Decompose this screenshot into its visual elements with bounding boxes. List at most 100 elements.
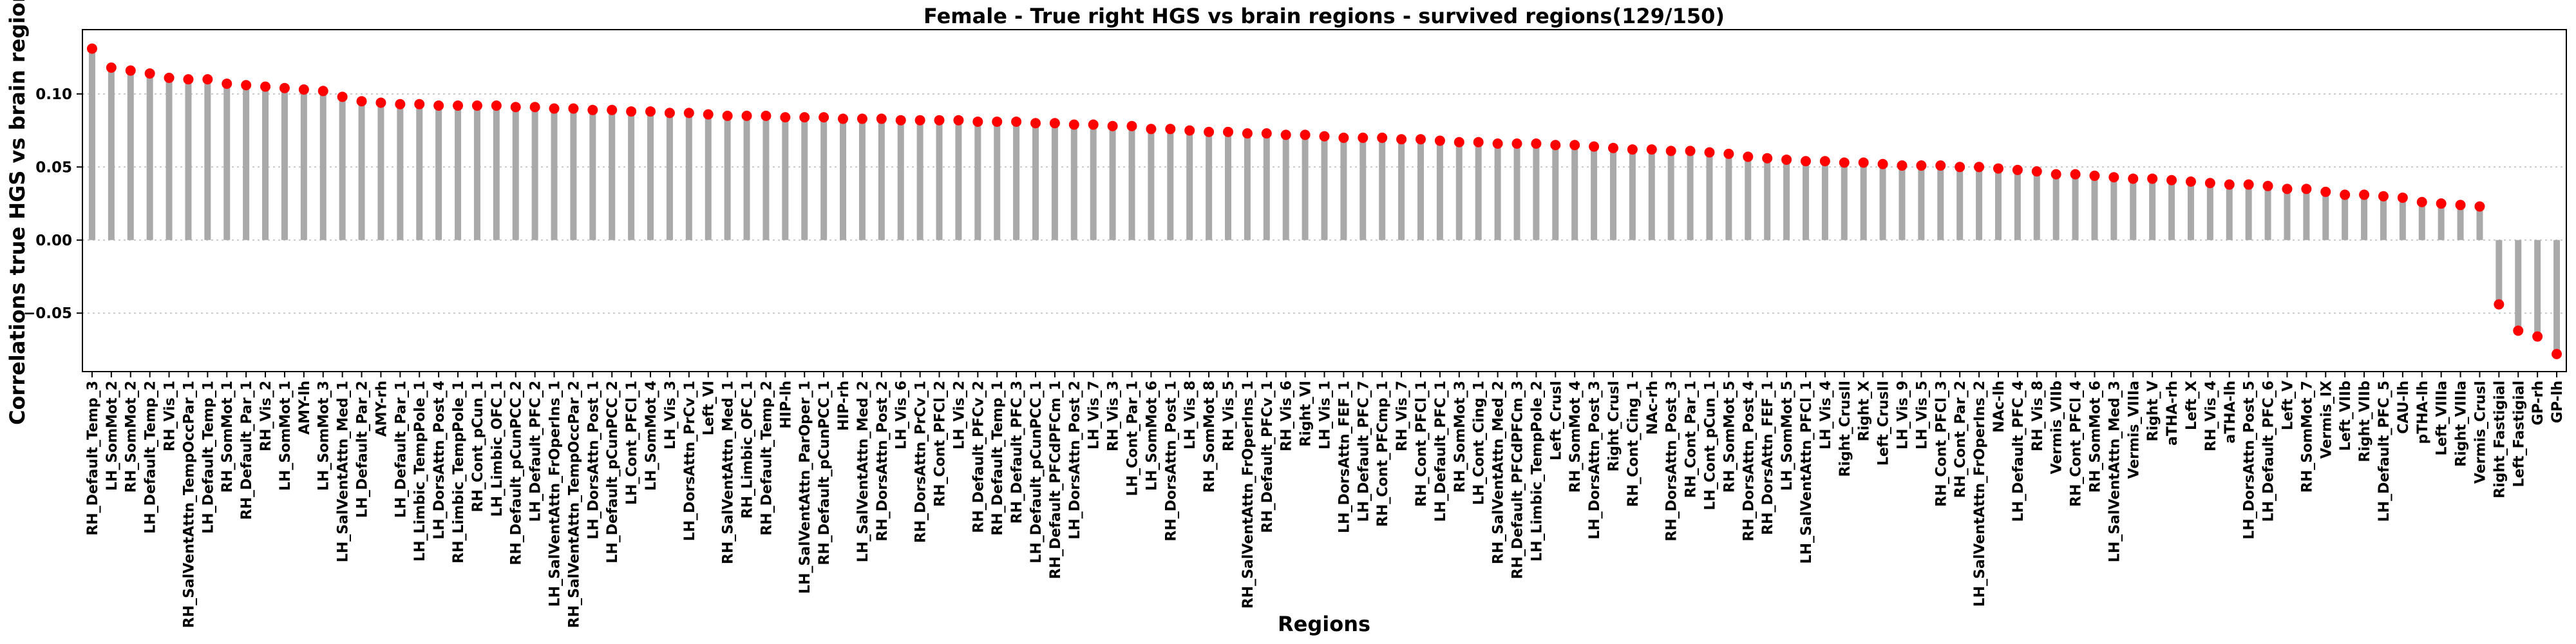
marker [1955,162,1965,173]
x-tick-label: GP-lh [2550,381,2566,423]
marker [683,108,694,118]
x-tick-label: LH_Cont_Cing_1 [1472,381,1488,505]
marker [1492,138,1503,149]
x-tick-label: Right_VI [1298,381,1314,447]
marker [375,97,386,108]
marker [1665,146,1676,156]
marker [1223,126,1234,137]
x-tick-label: RH_Default_pCunPCC_1 [817,381,833,565]
x-tick-label: LH_Default_Par_2 [355,381,371,518]
marker [992,116,1003,127]
marker [607,104,618,115]
x-tick-label: LH_Vis_1 [1318,381,1334,450]
marker [471,100,482,111]
x-tick-label: RH_DorsAttn_Post_2 [875,381,891,542]
x-tick-label: RH_SalVentAttn_Med_2 [1491,381,1507,564]
x-tick-label: RH_DorsAttn_FEF_1 [1760,381,1776,535]
marker [2050,169,2061,180]
marker [972,116,983,127]
x-tick-label: LH_Vis_5 [1914,381,1930,450]
x-tick-label: LH_SalVentAttn_PFCl_1 [1799,381,1815,564]
marker [125,65,136,76]
chart-title: Female - True right HGS vs brain regions… [923,4,1725,28]
marker [260,81,271,92]
x-tick-label: Left_V [2280,381,2296,430]
x-tick-label: RH_Default_pCunPCC_2 [509,381,525,565]
marker [144,68,155,79]
x-tick-label: LH_Default_PFC_7 [1356,381,1372,522]
marker [1011,116,1022,127]
x-tick-label: LH_SomMot_3 [316,381,332,491]
x-tick-label: RH_SomMot_4 [1567,381,1584,493]
x-tick-label: RH_SomMot_8 [1202,381,1218,493]
marker [2089,170,2100,181]
marker [761,110,772,121]
marker [838,113,849,124]
marker [741,110,752,121]
x-tick-label: LH_Default_Temp_2 [143,381,159,534]
marker [1454,137,1464,147]
x-tick-label: aTHA-rh [2164,381,2181,446]
x-tick-label: RH_SomMot_6 [2087,381,2103,493]
x-tick-label: LH_DorsAttn_Post_3 [1587,381,1603,540]
x-tick-label: LH_SomMot_5 [1779,381,1795,491]
marker [2108,172,2119,183]
marker [664,108,675,118]
x-tick-label: LH_DorsAttn_Post_4 [431,381,448,540]
x-tick-label: RH_Cont_PFCl_4 [2069,381,2085,507]
marker [722,110,733,121]
marker [857,113,867,124]
marker [356,96,367,107]
x-tick-label: Left_VIIIa [2434,381,2450,455]
x-tick-label: LH_Cont_pCun_1 [1702,381,1718,510]
marker [2243,179,2254,190]
marker [2359,189,2370,200]
marker [2397,192,2408,203]
marker [1338,132,1349,143]
marker [2012,164,2023,175]
marker [279,82,290,93]
x-tick-label: Right_CrusI [1606,381,1622,471]
x-tick-label: LH_Vis_9 [1895,381,1911,450]
marker [1935,160,1946,171]
marker [1743,151,1754,162]
marker [2031,166,2042,177]
x-tick-label: LH_Cont_Par_1 [1125,381,1141,496]
x-tick-label: RH_SalVentAttn_TempOccPar_2 [566,381,582,628]
x-tick-label: RH_Limbic_TempPole_1 [451,381,467,564]
x-tick-label: Right_VIIIa [2454,381,2470,467]
x-tick-label: LH_DorsAttn_Post_1 [585,381,601,540]
x-tick-label: LH_DorsAttn_Post_5 [2242,381,2258,540]
x-tick-label: Vermis_CrusI [2472,381,2488,484]
marker [1607,142,1618,153]
x-tick-label: LH_Default_PFC_6 [2261,381,2277,522]
x-tick-label: RH_Default_PFCdPFCm_1 [1048,381,1064,579]
marker [1974,162,1985,173]
marker [1204,126,1215,137]
marker [414,99,425,109]
marker [2224,179,2235,190]
x-tick-label: LH_SomMot_2 [104,381,120,491]
x-tick-label: LH_SalVentAttn_FrOperIns_1 [547,381,564,607]
x-tick-label: RH_SomMot_2 [124,381,140,493]
x-tick-label: RH_Limbic_OFC_1 [740,381,756,518]
x-tick-label: RH_Cont_pCun_1 [470,381,486,512]
marker [1049,118,1060,129]
y-tick-label: 0.10 [35,86,72,103]
x-tick-label: LH_Default_Par_1 [393,381,409,518]
y-tick-label: 0.05 [35,159,72,176]
marker [453,100,464,111]
x-tick-label: Left_CrusI [1548,381,1564,460]
x-tick-label: RH_SalVentAttn_Med_1 [721,381,737,564]
marker [1685,146,1696,156]
y-tick-label: −0.05 [23,305,72,322]
x-tick-label: RH_Vis_4 [2203,381,2219,451]
marker [1146,124,1157,135]
marker [2204,178,2215,189]
x-tick-label: GP-rh [2530,381,2546,425]
x-tick-label: NAc-rh [1645,381,1661,435]
x-tick-label: LH_SalVentAttn_ParOper_1 [797,381,813,594]
x-tick-label: RH_Cont_PFCmp_1 [1375,381,1391,527]
marker [914,115,925,126]
